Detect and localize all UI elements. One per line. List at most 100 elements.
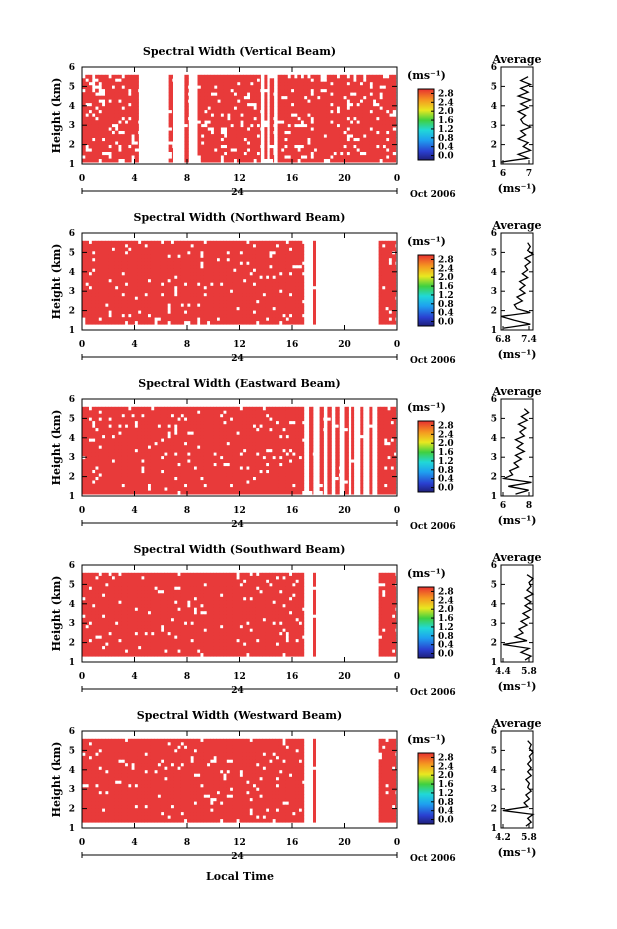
heatmap-cell (187, 306, 191, 311)
heatmap-cell (170, 431, 175, 436)
heatmap-cell (369, 123, 374, 128)
heatmap-cell (95, 434, 99, 439)
heatmap-cell (246, 130, 251, 135)
heatmap-cell (203, 289, 208, 294)
heatmap-cell (349, 88, 354, 93)
heatmap-cell (232, 434, 237, 439)
heatmap-cell (389, 141, 393, 145)
heatmap-cell (154, 490, 158, 495)
heatmap-cell (223, 480, 227, 484)
heatmap-cell (366, 148, 370, 152)
colorbar (417, 254, 435, 327)
heatmap-cell (391, 285, 396, 290)
heatmap-cell (98, 469, 103, 474)
heatmap-cell (303, 88, 308, 93)
heatmap-cell (88, 268, 93, 273)
heatmap-cell (272, 317, 276, 322)
heatmap-cell (154, 247, 158, 252)
heatmap-cell (249, 264, 253, 269)
heatmap-cell (310, 134, 315, 138)
heatmap-cell (170, 271, 175, 276)
heatmap-cell (173, 490, 178, 495)
heatmap-cell (236, 427, 240, 432)
heatmap-cell (220, 109, 225, 114)
heatmap-cell (187, 406, 191, 411)
heatmap-cell (264, 92, 268, 97)
heatmap-cell (290, 109, 295, 114)
heatmap-cell (242, 406, 247, 411)
heatmap-cell (114, 247, 119, 252)
heatmap-cell (108, 487, 112, 491)
heatmap-cell (124, 109, 129, 114)
heatmap-cell (184, 134, 189, 138)
heatmap-cell (134, 480, 139, 484)
heatmap-cell (391, 254, 396, 259)
heatmap-cell (200, 102, 205, 107)
heatmap-cell (213, 420, 217, 425)
heatmap-cell (187, 420, 191, 425)
heatmap-cell (108, 243, 112, 248)
heatmap-cell (101, 413, 106, 418)
heatmap-cell (389, 144, 393, 149)
heatmap-cell (127, 455, 132, 460)
heatmap-cell (197, 88, 202, 93)
heatmap-cell (295, 278, 299, 283)
heatmap-cell (236, 466, 240, 470)
heatmap-cell (82, 144, 86, 149)
heatmap-cell (127, 424, 132, 429)
heatmap-cell (278, 306, 283, 311)
heatmap-cell (137, 155, 139, 159)
heatmap-cell (216, 424, 221, 429)
heatmap-cell (121, 317, 126, 322)
heatmap-cell (184, 88, 189, 93)
heatmap-cell (316, 134, 321, 138)
heatmap-cell (223, 413, 227, 418)
heatmap-cell (193, 282, 198, 287)
heatmap-cell (134, 417, 139, 422)
heatmap-cell (164, 243, 168, 248)
heatmap-cell (277, 99, 282, 104)
heatmap-cell (210, 448, 214, 453)
heatmap-cell (137, 431, 142, 436)
heatmap-cell (277, 127, 282, 131)
heatmap-cell (200, 317, 204, 322)
heatmap-cell (252, 434, 257, 439)
heatmap-cell (313, 134, 318, 138)
heatmap-cell (95, 158, 99, 163)
heatmap-cell (229, 438, 234, 443)
heatmap-cell (190, 299, 194, 304)
heatmap-cell (124, 158, 129, 163)
heatmap-cell (118, 441, 122, 446)
heatmap-cells (82, 406, 397, 495)
heatmap-cell (262, 320, 267, 325)
heatmap-cell (366, 144, 370, 149)
heatmap-cell (111, 148, 116, 152)
heatmap-cell (150, 243, 155, 248)
heatmap-cell (137, 271, 142, 276)
heatmap-cell (118, 303, 122, 308)
heatmap-cell (307, 95, 311, 100)
heatmap-cell (275, 480, 280, 484)
heatmap-cell (124, 445, 129, 450)
heatmap-cell (242, 476, 247, 481)
heatmap-cell (187, 296, 191, 301)
heatmap-cell (121, 123, 126, 128)
heatmap-cell (287, 158, 292, 163)
heatmap-cell (95, 299, 99, 304)
heatmap-cell (157, 292, 162, 297)
heatmap-cell (243, 109, 248, 114)
heatmap-cell (124, 296, 129, 301)
heatmap-cell (277, 102, 282, 107)
heatmap-cell (223, 438, 227, 443)
heatmap-cell (292, 285, 296, 290)
heatmap-cell (369, 99, 374, 104)
heatmap-cell (137, 292, 142, 297)
heatmap-cell (275, 292, 280, 297)
heatmap-cell (250, 88, 254, 93)
heatmap-cell (150, 275, 155, 280)
heatmap-cell (242, 247, 247, 252)
heatmap-cell (91, 455, 96, 460)
heatmap-cell (275, 448, 280, 453)
heatmap-cell (177, 441, 181, 446)
heatmap-cell (154, 459, 158, 463)
